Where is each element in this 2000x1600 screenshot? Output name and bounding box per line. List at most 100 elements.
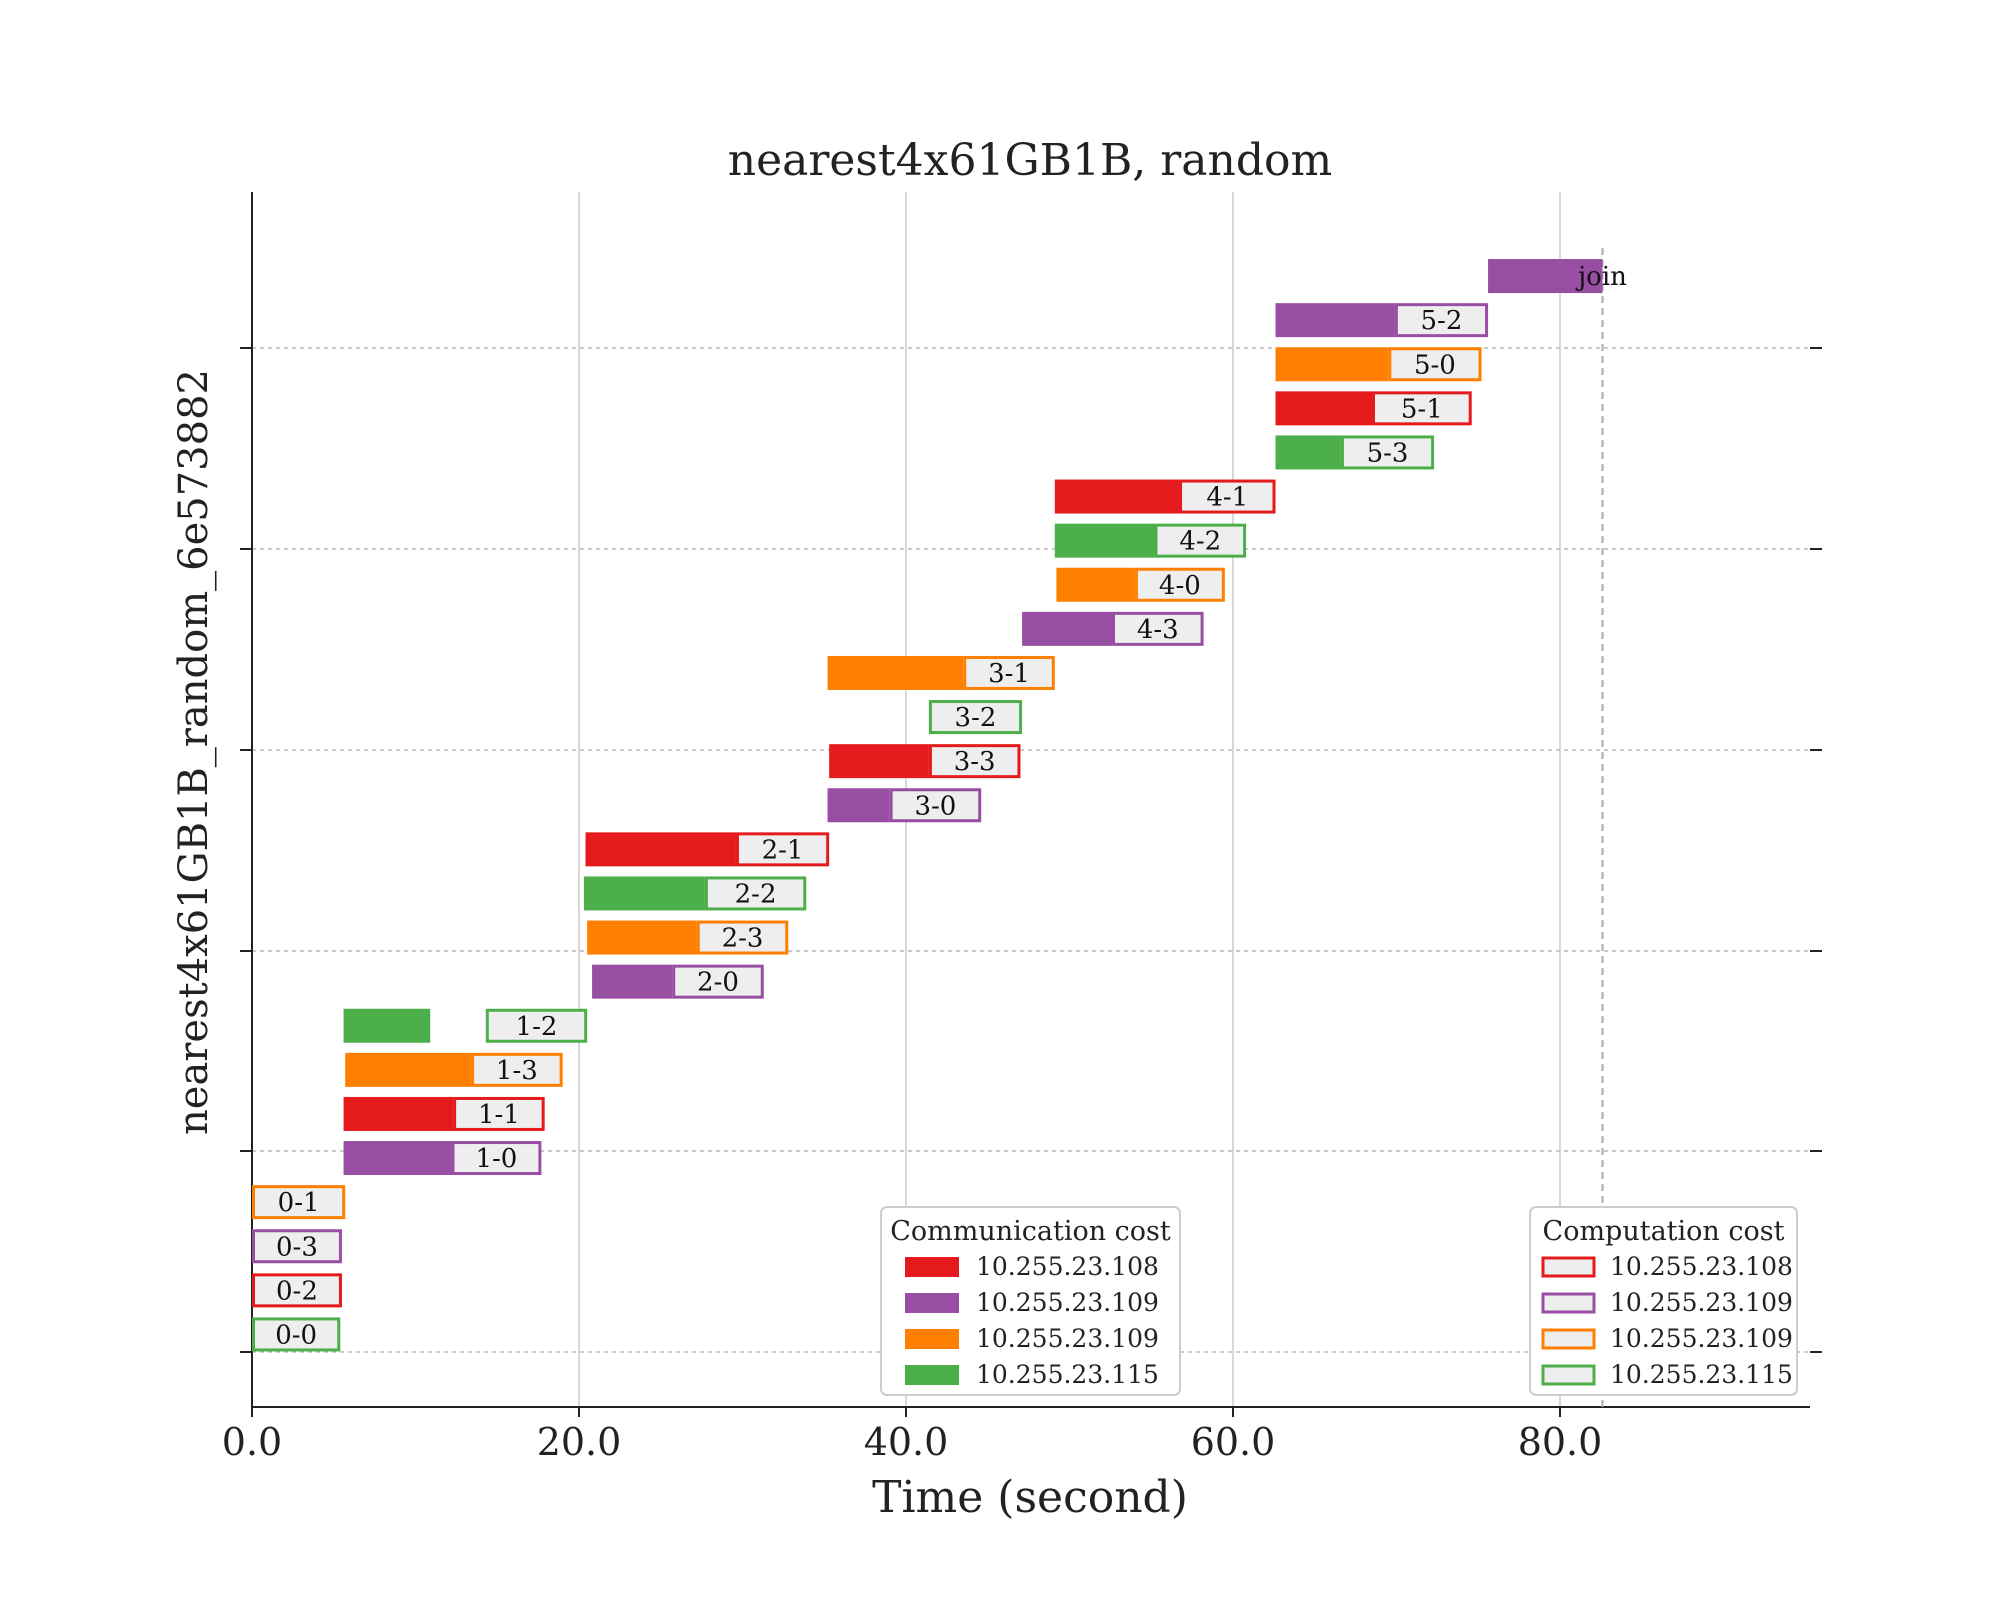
plot-area: 0.0 20.0 40.0 60.0 80.0 0-0 0-2 0-3 0-1 1-0 1-1 1-3… <box>222 192 1822 1464</box>
legend-entry-label: 10.255.23.108 <box>1610 1252 1793 1281</box>
communication-bar <box>1056 567 1135 602</box>
task-label: 2-1 <box>762 835 804 865</box>
task-bar-5-3: 5-3 <box>1275 435 1435 470</box>
communication-bar <box>587 920 697 955</box>
task-bar-0-3: 0-3 <box>252 1229 342 1264</box>
communication-bar <box>343 1141 452 1176</box>
communication-bar <box>829 744 929 779</box>
task-label: 5-0 <box>1414 350 1456 380</box>
computation-bar <box>1371 391 1472 426</box>
task-bar-1-1: 1-1 <box>343 1096 545 1131</box>
communication-bar <box>1054 523 1155 558</box>
legend-swatch <box>905 1329 959 1349</box>
task-bar-4-3: 4-3 <box>1022 611 1204 646</box>
task-label: 5-1 <box>1401 394 1443 424</box>
task-label: 0-0 <box>275 1320 317 1350</box>
task-label: 1-0 <box>475 1144 517 1174</box>
computation-bar <box>1112 611 1204 646</box>
computation-bar <box>1179 479 1276 514</box>
x-tick-label: 40.0 <box>864 1420 949 1464</box>
task-bar-2-1: 2-1 <box>585 832 830 867</box>
task-label: 1-2 <box>516 1012 558 1042</box>
task-bar-5-2: 5-2 <box>1275 303 1489 338</box>
computation-bar <box>1394 303 1489 338</box>
legend-swatch <box>905 1365 959 1385</box>
computation-bar <box>963 655 1055 690</box>
task-bar-2-3: 2-3 <box>587 920 789 955</box>
legend-entry-label: 10.255.23.109 <box>976 1324 1159 1353</box>
legend-entry-label: 10.255.23.109 <box>1610 1288 1793 1317</box>
legend-swatch <box>1541 1292 1596 1314</box>
task-bar-0-0: 0-0 <box>252 1317 341 1352</box>
task-bar-3-0: 3-0 <box>827 788 982 823</box>
legend-swatch <box>1541 1328 1596 1350</box>
task-label: 1-1 <box>478 1100 520 1130</box>
chart-title: nearest4x61GB1B, random <box>728 135 1333 186</box>
legend-title: Communication cost <box>890 1216 1171 1247</box>
legend-title: Computation cost <box>1543 1216 1785 1247</box>
communication-bar <box>345 1052 472 1087</box>
computation-bar <box>928 700 1023 735</box>
task-label: 0-3 <box>276 1232 318 1262</box>
task-bar-join: join <box>1488 259 1627 294</box>
computation-bar <box>252 1185 346 1220</box>
x-tick-label: 0.0 <box>222 1420 282 1464</box>
communication-bar <box>827 655 964 690</box>
legend-entry-label: 10.255.23.109 <box>976 1288 1159 1317</box>
task-label: 3-2 <box>955 703 997 733</box>
legend-swatch <box>905 1293 959 1313</box>
communication-bar <box>1275 435 1341 470</box>
legend-communication: Communication cost 10.255.23.108 10.255.23… <box>880 1206 1181 1396</box>
computation-bar <box>451 1141 542 1176</box>
task-bar-4-0: 4-0 <box>1056 567 1225 602</box>
legend-entry-label: 10.255.23.115 <box>976 1360 1159 1389</box>
task-bar-2-0: 2-0 <box>592 964 764 999</box>
y-axis-label: nearest4x61GB1B_random_6e573882 <box>171 369 217 1135</box>
legend-entry-label: 10.255.23.109 <box>1610 1324 1793 1353</box>
legend-computation: Computation cost 10.255.23.108 10.255.23.1… <box>1529 1206 1798 1396</box>
x-axis-label: Time (second) <box>872 1472 1188 1523</box>
communication-bar <box>592 964 673 999</box>
computation-bar <box>1340 435 1435 470</box>
legend-swatch <box>1541 1256 1596 1278</box>
communication-bar <box>1054 479 1180 514</box>
task-label: 4-3 <box>1137 615 1179 645</box>
task-label: 5-2 <box>1421 306 1463 336</box>
task-label: 0-2 <box>276 1276 318 1306</box>
computation-bar <box>889 788 982 823</box>
task-label: 3-1 <box>988 659 1030 689</box>
task-label: 4-1 <box>1206 483 1248 513</box>
computation-bar <box>928 744 1021 779</box>
task-bar-4-1: 4-1 <box>1054 479 1276 514</box>
task-label: 4-2 <box>1179 527 1221 557</box>
computation-bar <box>453 1096 545 1131</box>
computation-bar <box>1134 567 1225 602</box>
legend-swatch <box>905 1257 959 1277</box>
computation-bar <box>1154 523 1247 558</box>
task-label: 5-3 <box>1367 438 1409 468</box>
legend-entry-label: 10.255.23.115 <box>1610 1360 1793 1389</box>
task-label: 2-0 <box>697 968 739 998</box>
legends: Communication cost 10.255.23.108 10.255.23… <box>880 1206 1798 1396</box>
task-bar-4-2: 4-2 <box>1054 523 1247 558</box>
x-tick-label: 60.0 <box>1191 1420 1276 1464</box>
computation-bar <box>672 964 764 999</box>
task-bar-0-2: 0-2 <box>252 1273 342 1308</box>
task-bar-3-2: 3-2 <box>928 700 1023 735</box>
task-label: 3-0 <box>914 791 956 821</box>
communication-bar <box>1022 611 1113 646</box>
task-bar-3-3: 3-3 <box>829 744 1021 779</box>
task-label: 3-3 <box>954 747 996 777</box>
task-bar-1-0: 1-0 <box>343 1141 542 1176</box>
legend-swatch <box>1541 1364 1596 1386</box>
x-tick-label: 80.0 <box>1518 1420 1603 1464</box>
task-bar-1-2: 1-2 <box>343 1008 588 1043</box>
task-label: 1-3 <box>496 1056 538 1086</box>
computation-bar <box>471 1052 563 1087</box>
communication-bar <box>1275 347 1389 382</box>
task-label: 2-2 <box>735 879 777 909</box>
task-label: 2-3 <box>722 924 764 954</box>
task-label: 4-0 <box>1159 571 1201 601</box>
communication-bar <box>583 876 705 911</box>
